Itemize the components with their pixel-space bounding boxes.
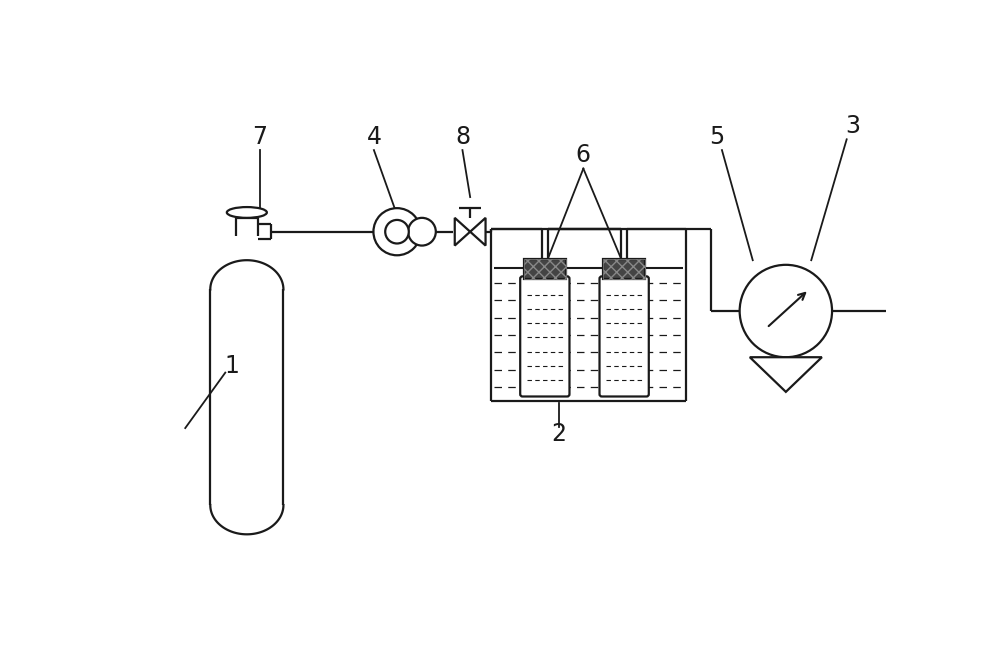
Ellipse shape: [227, 207, 267, 218]
Bar: [603, 259, 645, 279]
Bar: [524, 259, 566, 279]
Polygon shape: [470, 218, 486, 245]
Circle shape: [373, 208, 421, 255]
FancyBboxPatch shape: [520, 277, 569, 396]
Text: 6: 6: [576, 143, 591, 167]
Bar: [524, 259, 566, 279]
Text: 5: 5: [709, 125, 724, 149]
Circle shape: [408, 218, 436, 245]
Polygon shape: [455, 218, 470, 245]
Circle shape: [740, 265, 832, 357]
Text: 1: 1: [224, 354, 239, 379]
Text: 7: 7: [252, 125, 267, 149]
Bar: [603, 259, 645, 279]
Text: 8: 8: [455, 125, 470, 149]
FancyBboxPatch shape: [600, 277, 649, 396]
Polygon shape: [750, 357, 822, 392]
Circle shape: [385, 220, 409, 243]
Text: 4: 4: [366, 125, 381, 149]
Text: 2: 2: [551, 422, 566, 446]
Text: 3: 3: [845, 114, 860, 138]
